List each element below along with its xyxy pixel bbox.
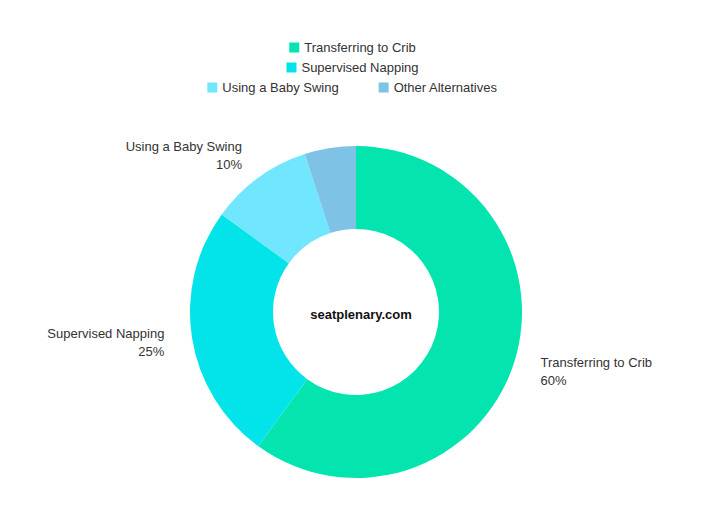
- svg-text:Supervised Napping: Supervised Napping: [301, 60, 418, 75]
- svg-text:10%: 10%: [216, 157, 242, 172]
- svg-text:Supervised Napping: Supervised Napping: [47, 326, 164, 341]
- svg-text:60%: 60%: [541, 373, 567, 388]
- svg-text:Using a Baby Swing: Using a Baby Swing: [222, 80, 338, 95]
- svg-text:seatplenary.com: seatplenary.com: [310, 307, 412, 322]
- svg-text:Transferring to Crib: Transferring to Crib: [304, 40, 416, 55]
- svg-text:Using a Baby Swing: Using a Baby Swing: [126, 139, 242, 154]
- svg-text:Other Alternatives: Other Alternatives: [394, 80, 498, 95]
- svg-text:25%: 25%: [138, 344, 164, 359]
- svg-text:Transferring to Crib: Transferring to Crib: [541, 355, 653, 370]
